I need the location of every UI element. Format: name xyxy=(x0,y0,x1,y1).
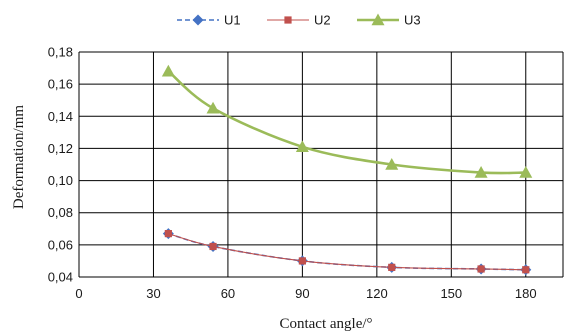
legend-label-u1: U1 xyxy=(224,13,241,28)
series-u1 xyxy=(162,228,532,276)
legend-marker-u2 xyxy=(284,16,292,24)
data-point-u3-3 xyxy=(385,158,399,170)
data-point-u2-2 xyxy=(298,257,306,265)
y-tick-label: 0,04 xyxy=(48,270,73,285)
x-tick-label: 90 xyxy=(295,286,309,301)
series-u2 xyxy=(164,230,530,274)
y-axis-label: Deformation/mm xyxy=(11,105,27,209)
legend-label-u2: U2 xyxy=(314,13,331,28)
data-point-u3-5 xyxy=(519,166,533,178)
series-u3 xyxy=(161,64,533,178)
y-tick-label: 0,12 xyxy=(48,141,73,156)
x-tick-label: 60 xyxy=(221,286,235,301)
y-tick-label: 0,18 xyxy=(48,45,73,60)
data-point-u2-3 xyxy=(388,263,396,271)
data-point-u2-1 xyxy=(209,242,217,251)
data-point-u2-4 xyxy=(477,265,485,273)
data-point-u3-4 xyxy=(474,166,488,178)
series-layer xyxy=(161,64,533,276)
x-tick-label: 180 xyxy=(515,286,537,301)
data-point-u2-0 xyxy=(164,230,172,238)
data-point-u3-1 xyxy=(206,101,220,114)
x-tick-label: 0 xyxy=(75,286,82,301)
y-tick-labels: 0,04 0,06 0,08 0,10 0,12 0,14 0,16 0,18 xyxy=(48,45,73,285)
grid xyxy=(78,51,564,278)
data-point-u2-5 xyxy=(522,266,530,274)
y-tick-label: 0,08 xyxy=(48,205,73,220)
data-point-u3-2 xyxy=(295,140,309,153)
series-line-u2 xyxy=(168,233,526,271)
x-tick-label: 30 xyxy=(146,286,160,301)
x-tick-label: 150 xyxy=(440,286,462,301)
y-tick-label: 0,10 xyxy=(48,173,73,188)
y-tick-label: 0,14 xyxy=(48,109,73,124)
y-tick-label: 0,16 xyxy=(48,77,73,92)
x-tick-labels: 0 30 60 90 120 150 180 xyxy=(75,286,536,301)
legend-label-u3: U3 xyxy=(404,13,421,28)
legend: U1 U2 U3 xyxy=(177,13,421,28)
x-axis-label: Contact angle/° xyxy=(279,316,372,332)
series-line-u3 xyxy=(167,70,526,175)
legend-marker-u1 xyxy=(192,14,204,26)
legend-marker-u3 xyxy=(371,13,385,26)
x-tick-label: 120 xyxy=(366,286,388,301)
y-tick-label: 0,06 xyxy=(48,237,73,252)
data-point-u3-0 xyxy=(161,64,175,77)
